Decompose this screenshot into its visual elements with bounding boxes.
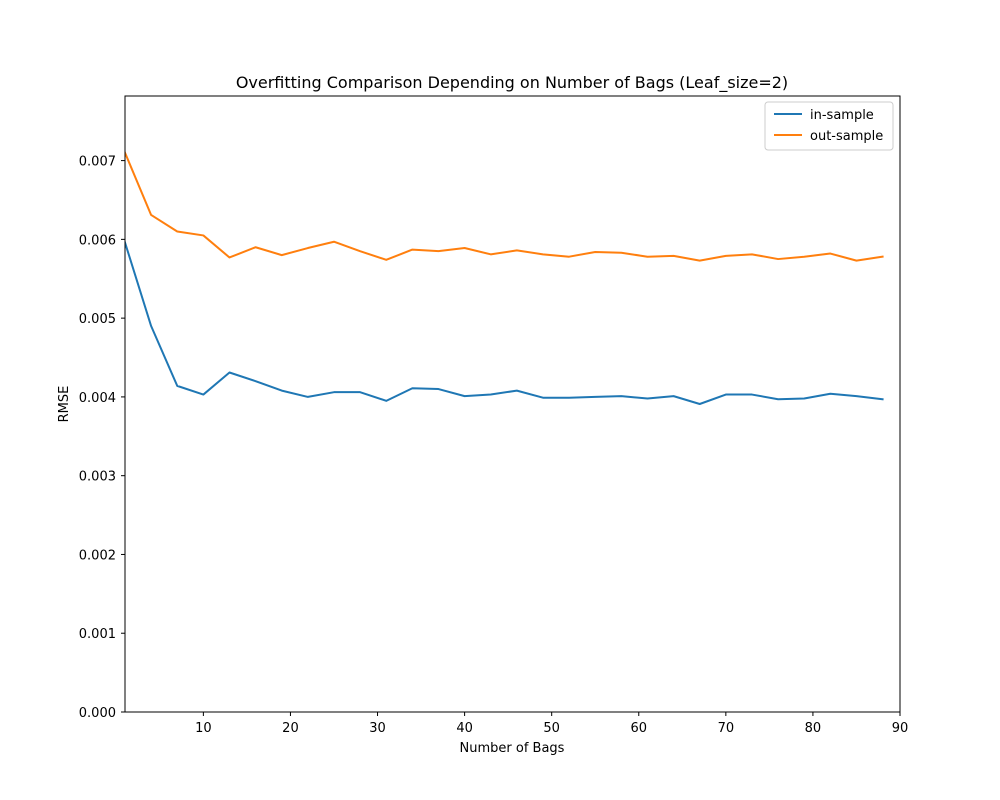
series-line-out-sample bbox=[125, 151, 884, 262]
x-tick-label: 50 bbox=[543, 721, 560, 736]
series-line-in-sample bbox=[125, 241, 884, 405]
y-tick-label: 0.000 bbox=[79, 706, 116, 721]
y-tick-label: 0.006 bbox=[79, 233, 116, 248]
y-tick-label: 0.002 bbox=[79, 548, 116, 563]
y-tick-label: 0.007 bbox=[79, 155, 116, 170]
y-tick-label: 0.003 bbox=[79, 470, 116, 485]
y-tick-label: 0.005 bbox=[79, 312, 116, 327]
y-tick-label: 0.001 bbox=[79, 627, 116, 642]
y-axis: 0.000 0.001 0.002 0.003 0.004 0.005 0.006 0.007 bbox=[79, 155, 125, 721]
x-axis-label: Number of Bags bbox=[460, 741, 565, 756]
chart-title: Overfitting Comparison Depending on Numb… bbox=[236, 73, 788, 93]
x-tick-label: 40 bbox=[456, 721, 473, 736]
x-axis: 10 20 30 40 50 60 70 80 90 bbox=[195, 712, 908, 736]
x-tick-label: 70 bbox=[718, 721, 735, 736]
legend: in-sample out-sample bbox=[764, 101, 894, 151]
x-tick-label: 60 bbox=[630, 721, 647, 736]
x-tick-label: 90 bbox=[892, 721, 909, 736]
x-tick-label: 20 bbox=[282, 721, 299, 736]
x-tick-label: 80 bbox=[805, 721, 822, 736]
x-tick-label: 10 bbox=[195, 721, 212, 736]
legend-label-out-sample: out-sample bbox=[810, 129, 883, 144]
legend-label-in-sample: in-sample bbox=[810, 108, 874, 123]
y-axis-label: RMSE bbox=[57, 386, 72, 423]
x-tick-label: 30 bbox=[369, 721, 386, 736]
axes-frame bbox=[124, 95, 901, 713]
y-tick-label: 0.004 bbox=[79, 391, 116, 406]
series-layer bbox=[125, 151, 884, 405]
